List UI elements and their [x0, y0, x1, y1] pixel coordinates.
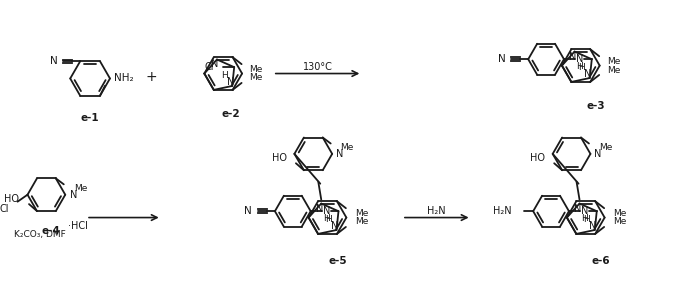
Text: Me: Me — [340, 143, 354, 152]
Text: H: H — [579, 63, 585, 71]
Text: Cl: Cl — [205, 62, 215, 72]
Text: Me: Me — [73, 184, 87, 193]
Text: Me: Me — [250, 65, 263, 74]
Text: Me: Me — [613, 217, 626, 226]
Text: 130°C: 130°C — [303, 62, 333, 71]
Text: Me: Me — [613, 209, 626, 218]
Text: K₂CO₃, DMF: K₂CO₃, DMF — [13, 230, 65, 239]
Text: N: N — [576, 54, 584, 64]
Text: H: H — [221, 71, 228, 80]
Text: HO: HO — [531, 153, 545, 163]
Text: N: N — [574, 203, 581, 213]
Text: e-1: e-1 — [81, 113, 99, 123]
Text: Me: Me — [250, 74, 263, 82]
Text: N: N — [569, 51, 576, 61]
Text: e-2: e-2 — [222, 109, 240, 119]
Text: NH₂: NH₂ — [114, 73, 134, 83]
Text: Me: Me — [607, 65, 621, 74]
Text: N: N — [245, 206, 252, 216]
Text: N: N — [70, 190, 78, 200]
Text: N: N — [498, 54, 505, 64]
Text: N: N — [584, 69, 591, 79]
Text: H: H — [323, 214, 330, 223]
Text: N: N — [323, 206, 330, 216]
Text: ·HCl: ·HCl — [69, 220, 88, 230]
Text: N: N — [315, 203, 323, 213]
Text: Me: Me — [599, 143, 612, 152]
Text: H₂N: H₂N — [428, 206, 446, 216]
Text: Me: Me — [607, 57, 621, 66]
Text: H₂N: H₂N — [493, 206, 512, 216]
Text: HO: HO — [272, 153, 287, 163]
Text: H: H — [325, 215, 332, 223]
Text: e-6: e-6 — [591, 256, 610, 266]
Text: Me: Me — [355, 217, 368, 226]
Text: N: N — [581, 206, 589, 216]
Text: Cl: Cl — [0, 204, 8, 214]
Text: H: H — [582, 214, 588, 223]
Text: Me: Me — [355, 209, 368, 218]
Text: +: + — [146, 70, 157, 84]
Text: N: N — [331, 221, 338, 231]
Text: H: H — [577, 62, 583, 71]
Text: e-4: e-4 — [42, 226, 61, 237]
Text: N: N — [226, 77, 234, 87]
Text: H: H — [584, 215, 590, 223]
Text: e-3: e-3 — [586, 101, 605, 111]
Text: HO: HO — [4, 194, 19, 204]
Text: N: N — [589, 221, 596, 231]
Text: N: N — [594, 149, 602, 159]
Text: e-5: e-5 — [328, 256, 347, 266]
Text: N: N — [211, 60, 219, 70]
Text: N: N — [50, 56, 57, 66]
Text: N: N — [336, 149, 343, 159]
